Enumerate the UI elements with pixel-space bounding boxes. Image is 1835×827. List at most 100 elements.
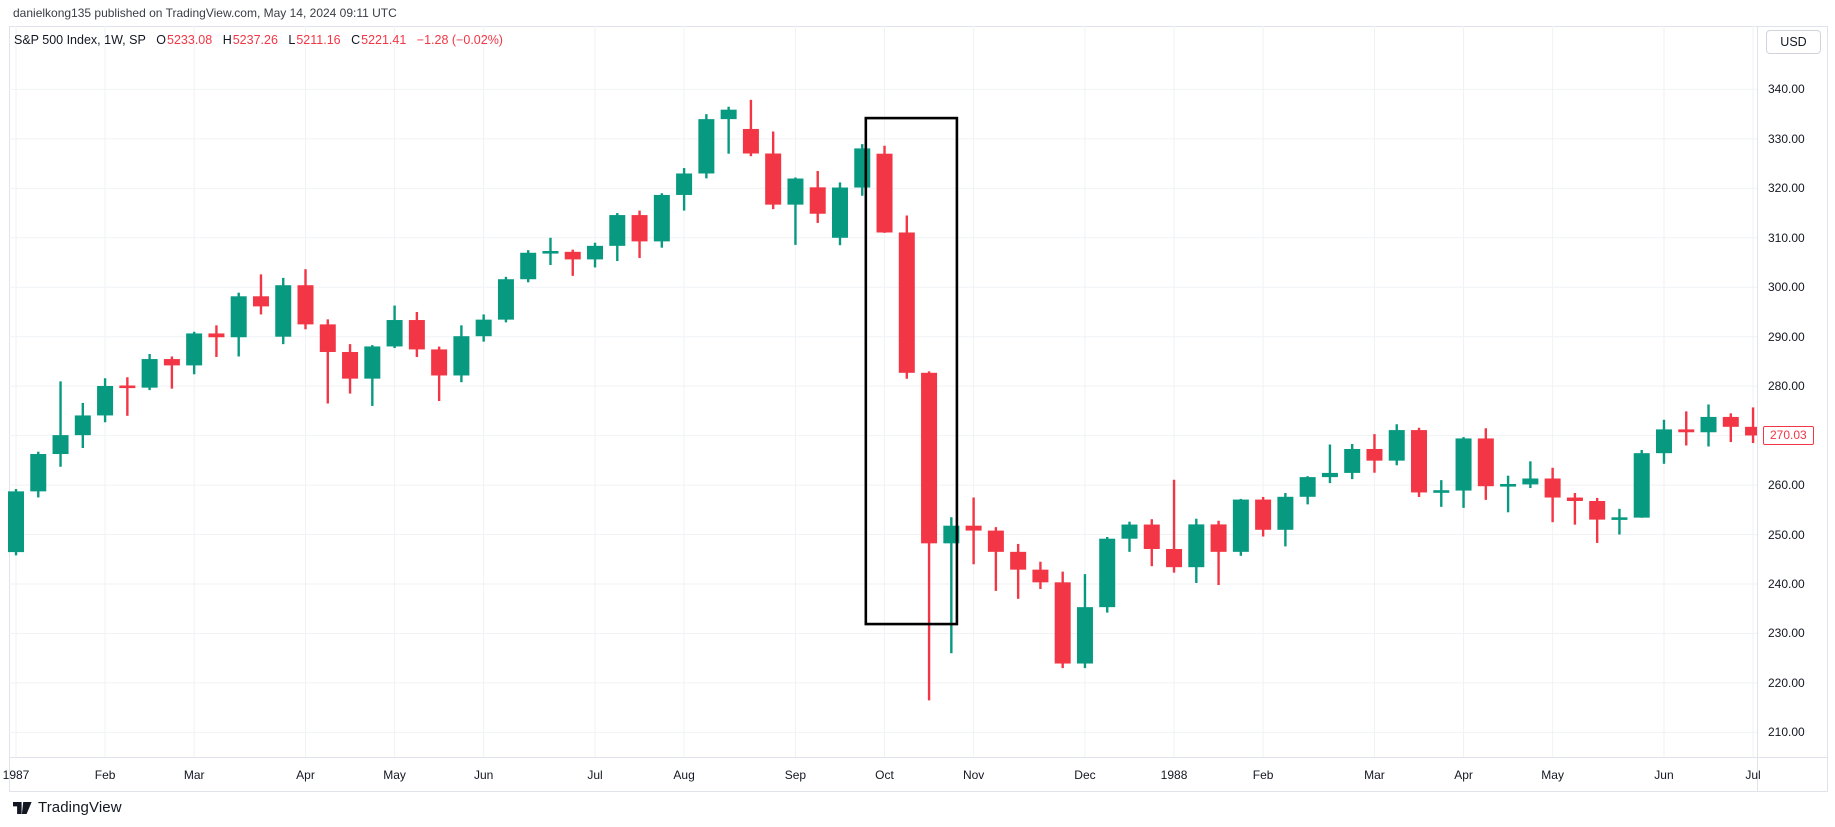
time-tick-label: Apr bbox=[296, 768, 315, 782]
candlestick bbox=[1277, 496, 1294, 530]
price-tick-label: 310.00 bbox=[1768, 230, 1805, 245]
candlestick bbox=[653, 194, 670, 242]
candlestick bbox=[1544, 478, 1561, 498]
time-tick-label: Oct bbox=[875, 768, 894, 782]
candlestick bbox=[1188, 524, 1205, 568]
price-chart-canvas[interactable] bbox=[0, 0, 1757, 792]
candlestick bbox=[831, 187, 848, 238]
price-tick-label: 290.00 bbox=[1768, 329, 1805, 344]
candlestick bbox=[252, 296, 269, 307]
candlestick bbox=[1589, 501, 1606, 520]
candlestick bbox=[542, 250, 559, 254]
candlestick bbox=[1477, 438, 1494, 487]
published-attribution-text: danielkong135 published on TradingView.c… bbox=[13, 6, 397, 20]
tradingview-logo-icon[interactable] bbox=[13, 801, 32, 815]
candlestick bbox=[1745, 426, 1757, 436]
candlestick bbox=[1722, 416, 1739, 427]
tradingview-brand-text[interactable]: TradingView bbox=[38, 799, 122, 816]
candlestick bbox=[854, 148, 871, 188]
candlestick bbox=[386, 320, 403, 347]
candlestick bbox=[30, 454, 47, 492]
time-tick-label: 1988 bbox=[1160, 768, 1188, 782]
candlestick bbox=[52, 435, 69, 455]
currency-toggle-button[interactable]: USD bbox=[1766, 30, 1821, 54]
price-tick-label: 240.00 bbox=[1768, 577, 1805, 591]
symbol-ohlc-bar: S&P 500 Index, 1W, SP O5233.08 H5237.26 … bbox=[14, 33, 510, 47]
time-tick-label: 1987 bbox=[2, 768, 30, 782]
low-value: 5211.16 bbox=[296, 33, 341, 47]
candlestick bbox=[943, 525, 960, 544]
candlestick bbox=[564, 251, 581, 260]
candlestick bbox=[698, 119, 715, 174]
candlestick bbox=[587, 245, 604, 260]
candlestick bbox=[1321, 472, 1338, 478]
candlestick bbox=[408, 320, 425, 350]
candlestick bbox=[631, 215, 648, 242]
candlestick bbox=[742, 128, 759, 154]
change-value: −1.28 (−0.02%) bbox=[416, 33, 503, 47]
candlestick bbox=[453, 336, 470, 376]
candlestick bbox=[275, 285, 292, 337]
candlestick bbox=[1299, 477, 1316, 497]
candlestick bbox=[1210, 524, 1227, 552]
candlestick bbox=[1366, 448, 1383, 461]
symbol-title[interactable]: S&P 500 Index, 1W, SP bbox=[14, 33, 146, 47]
close-label: C bbox=[351, 33, 361, 47]
candlestick bbox=[720, 109, 737, 120]
price-tick-label: 320.00 bbox=[1768, 181, 1805, 196]
candlestick bbox=[97, 385, 114, 416]
candlestick bbox=[1655, 429, 1672, 454]
candlestick bbox=[676, 173, 693, 195]
open-value: 5233.08 bbox=[167, 33, 213, 47]
time-tick-label: Apr bbox=[1454, 768, 1473, 782]
candlestick bbox=[1121, 524, 1138, 539]
candlestick bbox=[297, 285, 314, 325]
candlestick bbox=[1500, 484, 1517, 487]
candlestick bbox=[987, 530, 1004, 552]
candlestick bbox=[1611, 517, 1628, 520]
candlestick bbox=[1099, 538, 1116, 608]
candlestick bbox=[876, 153, 893, 233]
candlestick bbox=[1700, 416, 1717, 433]
time-tick-label: Jul bbox=[587, 768, 603, 782]
open-label: O bbox=[156, 33, 167, 47]
candlestick bbox=[497, 279, 514, 320]
footer-brand: TradingView bbox=[13, 799, 122, 816]
price-tick-label: 250.00 bbox=[1768, 527, 1805, 542]
candlestick bbox=[1433, 490, 1450, 493]
candlestick bbox=[609, 215, 626, 246]
candlestick bbox=[1032, 569, 1049, 583]
candlestick bbox=[230, 296, 247, 338]
candlestick bbox=[163, 359, 180, 366]
time-tick-label: Jun bbox=[1654, 768, 1674, 782]
time-tick-label: Sep bbox=[784, 768, 807, 782]
price-tick-label: 280.00 bbox=[1768, 379, 1805, 394]
candlestick bbox=[475, 319, 492, 337]
crash-highlight-box[interactable] bbox=[864, 116, 959, 626]
time-tick-label: Jun bbox=[473, 768, 494, 782]
time-tick-label: May bbox=[1541, 768, 1564, 782]
candlestick bbox=[1344, 448, 1361, 473]
candlestick bbox=[1166, 548, 1183, 568]
time-tick-label: Mar bbox=[1364, 768, 1385, 782]
candlestick bbox=[342, 351, 359, 379]
candlestick bbox=[1633, 453, 1650, 518]
candlestick bbox=[186, 333, 203, 366]
price-tick-label: 210.00 bbox=[1768, 725, 1805, 740]
candlestick bbox=[119, 385, 136, 389]
candlestick bbox=[1076, 607, 1093, 664]
candlestick bbox=[1455, 438, 1472, 491]
price-tick-label: 340.00 bbox=[1768, 82, 1805, 97]
price-axis-separator bbox=[1757, 26, 1758, 792]
time-tick-label: Dec bbox=[1074, 768, 1096, 782]
candlestick bbox=[787, 178, 804, 205]
time-tick-label: Feb bbox=[1252, 768, 1274, 782]
price-tick-label: 330.00 bbox=[1768, 131, 1805, 146]
close-value: 5221.41 bbox=[361, 33, 407, 47]
low-label: L bbox=[288, 33, 296, 47]
time-tick-label: Feb bbox=[94, 768, 116, 782]
candlestick bbox=[765, 153, 782, 205]
high-label: H bbox=[222, 33, 232, 47]
last-price-badge: 270.03 bbox=[1763, 425, 1814, 445]
